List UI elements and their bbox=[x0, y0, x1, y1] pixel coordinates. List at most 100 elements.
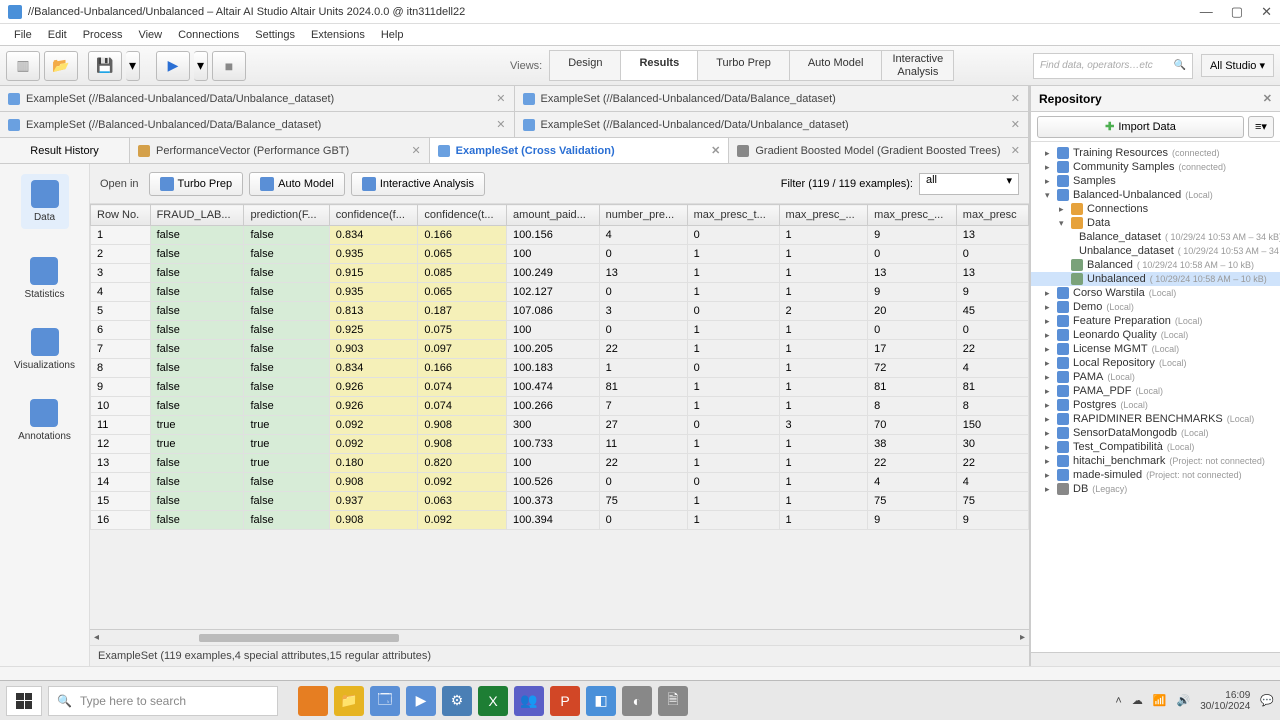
tree-toggle-icon[interactable]: ▸ bbox=[1045, 330, 1055, 341]
import-data-button[interactable]: ✚Import Data bbox=[1037, 116, 1244, 138]
tree-toggle-icon[interactable]: ▸ bbox=[1045, 484, 1055, 495]
result-tab[interactable]: PerformanceVector (Performance GBT)✕ bbox=[130, 138, 430, 163]
tray-notification-icon[interactable]: 💬 bbox=[1260, 694, 1274, 707]
tree-node[interactable]: ▸Demo(Local) bbox=[1031, 300, 1280, 314]
filter-select[interactable]: all▾ bbox=[919, 173, 1019, 195]
run-button[interactable]: ▶ bbox=[156, 51, 190, 81]
tree-node[interactable]: ▸hitachi_benchmark(Project: not connecte… bbox=[1031, 454, 1280, 468]
tree-toggle-icon[interactable]: ▸ bbox=[1045, 162, 1055, 173]
table-row[interactable]: 7falsefalse0.9030.097100.20522111722 bbox=[91, 340, 1029, 359]
tray-volume-icon[interactable]: 🔊 bbox=[1177, 694, 1191, 707]
tree-node[interactable]: Unbalanced( 10/29/24 10:58 AM – 10 kB) bbox=[1031, 272, 1280, 286]
tree-toggle-icon[interactable]: ▸ bbox=[1045, 148, 1055, 159]
tree-node[interactable]: ▾Data bbox=[1031, 216, 1280, 230]
table-row[interactable]: 9falsefalse0.9260.074100.47481118181 bbox=[91, 378, 1029, 397]
search-input[interactable]: Find data, operators…etc 🔍 bbox=[1033, 53, 1193, 79]
tree-node[interactable]: ▸DB(Legacy) bbox=[1031, 482, 1280, 496]
column-header[interactable]: max_presc bbox=[956, 205, 1028, 226]
tab-close-icon[interactable]: ✕ bbox=[496, 118, 505, 131]
taskbar-app-icon[interactable]: 👥 bbox=[514, 686, 544, 716]
tree-toggle-icon[interactable]: ▸ bbox=[1045, 386, 1055, 397]
tree-node[interactable]: Balance_dataset( 10/29/24 10:53 AM – 34 … bbox=[1031, 230, 1280, 244]
tree-toggle-icon[interactable]: ▸ bbox=[1045, 400, 1055, 411]
menu-extensions[interactable]: Extensions bbox=[303, 29, 373, 41]
taskbar-app-icon[interactable]: ▶ bbox=[406, 686, 436, 716]
tree-toggle-icon[interactable]: ▾ bbox=[1045, 190, 1055, 201]
tray-wifi-icon[interactable]: 📶 bbox=[1153, 694, 1167, 707]
tree-node[interactable]: ▸Feature Preparation(Local) bbox=[1031, 314, 1280, 328]
column-header[interactable]: max_presc_t... bbox=[687, 205, 779, 226]
taskbar-search[interactable]: 🔍Type here to search bbox=[48, 686, 278, 716]
table-row[interactable]: 1falsefalse0.8340.166100.156401913 bbox=[91, 226, 1029, 245]
side-nav-annotations[interactable]: Annotations bbox=[18, 399, 71, 442]
menu-settings[interactable]: Settings bbox=[247, 29, 303, 41]
table-row[interactable]: 14falsefalse0.9080.092100.52600144 bbox=[91, 473, 1029, 492]
tab-close-icon[interactable]: ✕ bbox=[411, 144, 420, 157]
tab-close-icon[interactable]: ✕ bbox=[1011, 92, 1020, 105]
tree-node[interactable]: ▸License MGMT(Local) bbox=[1031, 342, 1280, 356]
view-tab-design[interactable]: Design bbox=[549, 50, 621, 80]
table-row[interactable]: 12truetrue0.0920.908100.73311113830 bbox=[91, 435, 1029, 454]
tree-node[interactable]: ▸Leonardo Quality(Local) bbox=[1031, 328, 1280, 342]
tree-toggle-icon[interactable]: ▸ bbox=[1045, 442, 1055, 453]
column-header[interactable]: FRAUD_LAB... bbox=[150, 205, 244, 226]
repository-menu-button[interactable]: ≡▾ bbox=[1248, 116, 1274, 138]
tree-toggle-icon[interactable]: ▸ bbox=[1059, 204, 1069, 215]
taskbar-app-icon[interactable]: ⚙ bbox=[442, 686, 472, 716]
column-header[interactable]: Row No. bbox=[91, 205, 151, 226]
table-row[interactable]: 11truetrue0.0920.908300270370150 bbox=[91, 416, 1029, 435]
start-button[interactable] bbox=[6, 686, 42, 716]
tree-node[interactable]: ▸Samples bbox=[1031, 174, 1280, 188]
tab-close-icon[interactable]: ✕ bbox=[1011, 144, 1020, 157]
menu-file[interactable]: File bbox=[6, 29, 40, 41]
tree-node[interactable]: ▸Local Repository(Local) bbox=[1031, 356, 1280, 370]
result-tab[interactable]: ExampleSet (//Balanced-Unbalanced/Data/B… bbox=[0, 112, 515, 137]
tree-node[interactable]: ▸Corso Warstila(Local) bbox=[1031, 286, 1280, 300]
tree-node[interactable]: ▸Training Resources(connected) bbox=[1031, 146, 1280, 160]
table-row[interactable]: 15falsefalse0.9370.063100.37375117575 bbox=[91, 492, 1029, 511]
tree-node[interactable]: ▸Community Samples(connected) bbox=[1031, 160, 1280, 174]
tree-node[interactable]: ▾Balanced-Unbalanced(Local) bbox=[1031, 188, 1280, 202]
tree-node[interactable]: Balanced( 10/29/24 10:58 AM – 10 kB) bbox=[1031, 258, 1280, 272]
table-row[interactable]: 4falsefalse0.9350.065102.12701199 bbox=[91, 283, 1029, 302]
view-tab-results[interactable]: Results bbox=[620, 50, 698, 80]
menu-connections[interactable]: Connections bbox=[170, 29, 247, 41]
taskbar-app-icon[interactable]: 📁 bbox=[334, 686, 364, 716]
side-nav-visualizations[interactable]: Visualizations bbox=[14, 328, 75, 371]
auto-model-button[interactable]: Auto Model bbox=[249, 172, 345, 196]
table-row[interactable]: 6falsefalse0.9250.07510001100 bbox=[91, 321, 1029, 340]
tree-toggle-icon[interactable]: ▸ bbox=[1045, 316, 1055, 327]
taskbar-app-icon[interactable]: ◧ bbox=[586, 686, 616, 716]
menu-view[interactable]: View bbox=[130, 29, 170, 41]
result-history-tab[interactable]: Result History bbox=[0, 138, 130, 163]
result-tab[interactable]: ExampleSet (//Balanced-Unbalanced/Data/B… bbox=[515, 86, 1030, 111]
horizontal-scrollbar[interactable]: ◂▸ bbox=[90, 629, 1029, 645]
tree-node[interactable]: ▸Postgres(Local) bbox=[1031, 398, 1280, 412]
tab-close-icon[interactable]: ✕ bbox=[1011, 118, 1020, 131]
tree-toggle-icon[interactable]: ▸ bbox=[1045, 176, 1055, 187]
taskbar-app-icon[interactable]: 🗔 bbox=[370, 686, 400, 716]
menu-process[interactable]: Process bbox=[75, 29, 131, 41]
save-dropdown[interactable]: ▾ bbox=[126, 51, 140, 81]
taskbar-app-icon[interactable]: 🗎 bbox=[658, 686, 688, 716]
tab-close-icon[interactable]: ✕ bbox=[711, 144, 720, 157]
tree-toggle-icon[interactable]: ▸ bbox=[1045, 428, 1055, 439]
data-grid[interactable]: Row No.FRAUD_LAB...prediction(F...confid… bbox=[90, 204, 1029, 629]
turbo-prep-button[interactable]: Turbo Prep bbox=[149, 172, 244, 196]
taskbar-app-icon[interactable]: ◐ bbox=[622, 686, 652, 716]
search-icon[interactable]: 🔍 bbox=[1173, 60, 1185, 71]
table-row[interactable]: 13falsetrue0.1800.82010022112222 bbox=[91, 454, 1029, 473]
table-row[interactable]: 5falsefalse0.8130.187107.0863022045 bbox=[91, 302, 1029, 321]
column-header[interactable]: prediction(F... bbox=[244, 205, 329, 226]
tree-toggle-icon[interactable]: ▾ bbox=[1059, 218, 1069, 229]
tree-toggle-icon[interactable]: ▸ bbox=[1045, 344, 1055, 355]
view-tab-auto-model[interactable]: Auto Model bbox=[789, 50, 883, 80]
side-nav-data[interactable]: Data bbox=[21, 174, 69, 229]
maximize-button[interactable]: ▢ bbox=[1231, 4, 1243, 20]
column-header[interactable]: amount_paid... bbox=[507, 205, 600, 226]
result-tab[interactable]: ExampleSet (//Balanced-Unbalanced/Data/U… bbox=[515, 112, 1030, 137]
tree-toggle-icon[interactable]: ▸ bbox=[1045, 470, 1055, 481]
column-header[interactable]: confidence(f... bbox=[329, 205, 418, 226]
table-row[interactable]: 3falsefalse0.9150.085100.24913111313 bbox=[91, 264, 1029, 283]
repo-hscroll[interactable] bbox=[1031, 652, 1280, 666]
